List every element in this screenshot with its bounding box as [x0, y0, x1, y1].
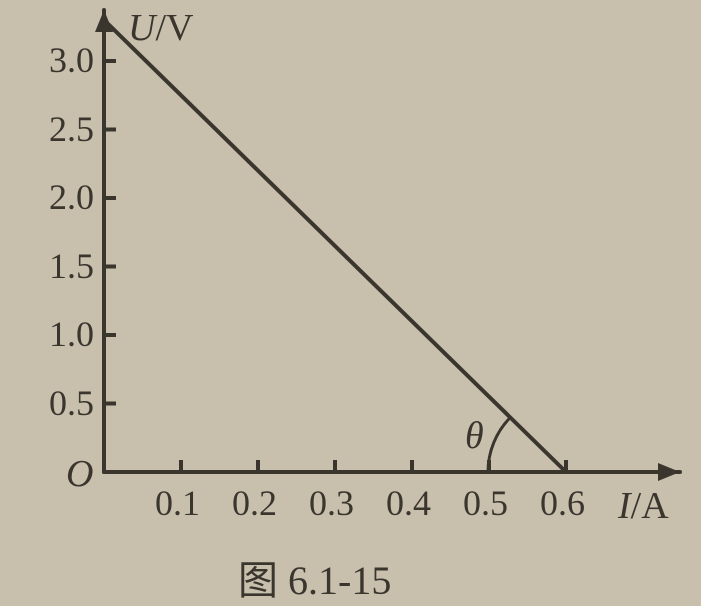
x-tick-label: 0.5 — [463, 482, 508, 524]
y-tick-label: 0.5 — [49, 382, 94, 424]
x-tick-label: 0.4 — [386, 482, 431, 524]
x-tick-label: 0.1 — [155, 482, 200, 524]
y-tick-label: 3.0 — [49, 39, 94, 81]
angle-theta-label: θ — [465, 414, 484, 458]
x-axis-symbol: I — [618, 485, 631, 527]
y-tick-label: 1.0 — [49, 313, 94, 355]
y-axis-unit: V — [166, 7, 193, 49]
x-axis-unit: A — [641, 485, 668, 527]
y-axis-label: U/V — [128, 6, 193, 50]
y-axis-symbol: U — [128, 7, 155, 49]
y-tick-label: 2.0 — [49, 176, 94, 218]
x-axis-label: I/A — [618, 484, 669, 528]
figure-caption: 图 6.1-15 — [238, 548, 391, 606]
x-tick-label: 0.6 — [540, 482, 585, 524]
y-tick-label: 2.5 — [49, 108, 94, 150]
x-tick-label: 0.3 — [309, 482, 354, 524]
x-tick-label: 0.2 — [232, 482, 277, 524]
y-tick-label: 1.5 — [49, 245, 94, 287]
uv-chart: U/V I/A O θ 图 6.1-15 0.10.20.30.40.50.6 … — [0, 0, 701, 603]
origin-label: O — [66, 452, 93, 496]
